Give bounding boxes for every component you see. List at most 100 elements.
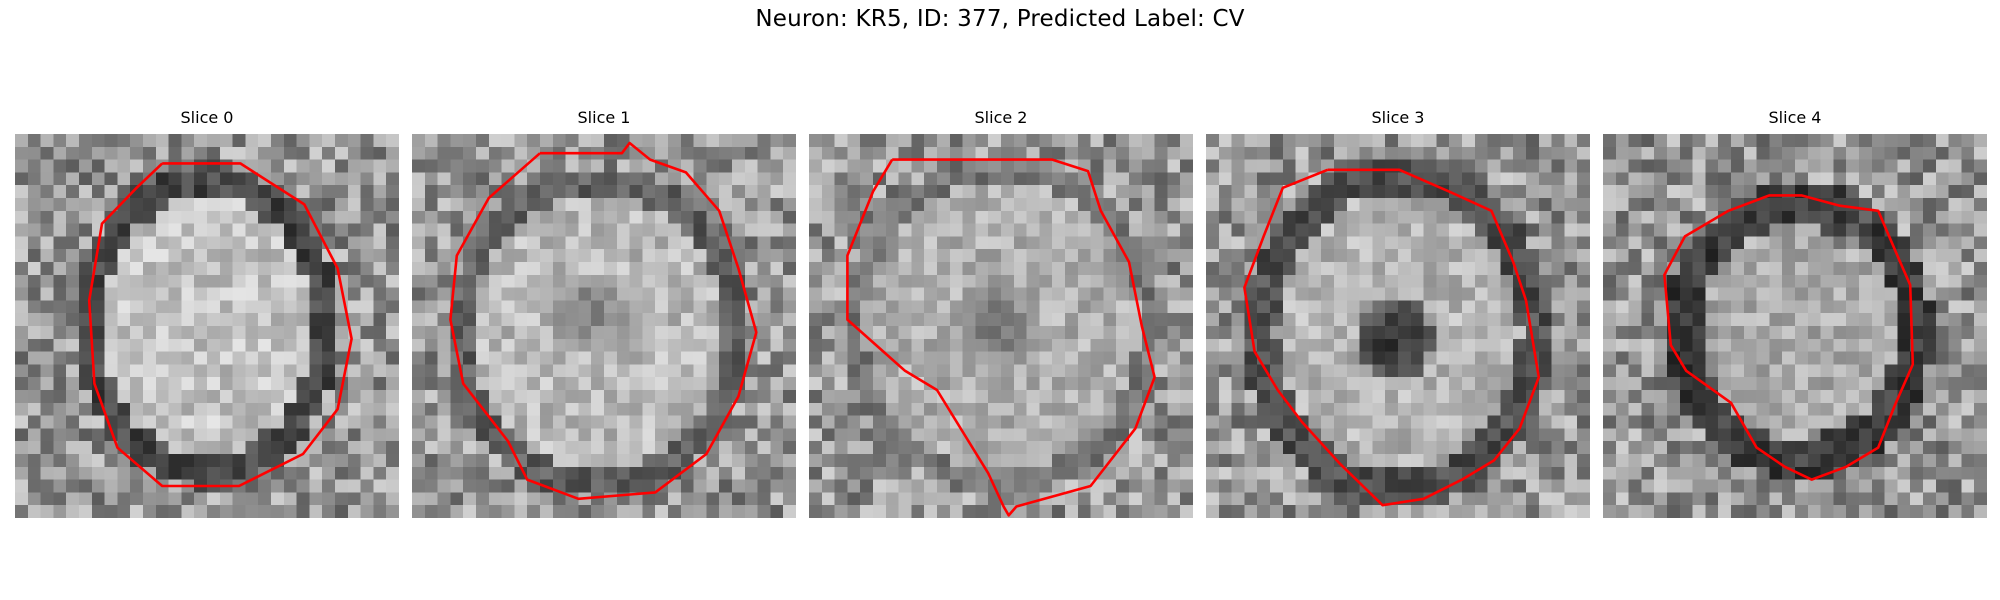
image-pixel <box>1923 249 1937 263</box>
image-pixel <box>245 146 259 160</box>
image-pixel <box>488 262 502 276</box>
image-pixel <box>271 415 285 429</box>
image-pixel <box>1859 313 1873 327</box>
image-pixel <box>1052 338 1066 352</box>
image-pixel <box>1897 351 1911 365</box>
image-pixel <box>680 236 694 250</box>
image-pixel <box>578 402 592 416</box>
image-pixel <box>783 236 796 250</box>
image-pixel <box>1270 313 1284 327</box>
image-pixel <box>860 159 874 173</box>
image-pixel <box>744 492 758 506</box>
image-pixel <box>898 390 912 404</box>
image-pixel <box>1705 402 1719 416</box>
image-pixel <box>1615 274 1629 288</box>
image-pixel <box>898 249 912 263</box>
image-pixel <box>1833 415 1847 429</box>
image-pixel <box>207 236 221 250</box>
image-pixel <box>552 262 566 276</box>
image-pixel <box>809 185 823 199</box>
image-pixel <box>1961 326 1975 340</box>
image-pixel <box>1231 249 1245 263</box>
image-pixel <box>1679 505 1693 518</box>
image-pixel <box>642 262 656 276</box>
image-pixel <box>1487 428 1501 442</box>
image-pixel <box>347 466 361 480</box>
image-pixel <box>1692 185 1706 199</box>
image-pixel <box>565 236 579 250</box>
image-pixel <box>668 185 682 199</box>
image-pixel <box>1487 492 1501 506</box>
image-pixel <box>578 223 592 237</box>
image-pixel <box>1423 377 1437 391</box>
image-pixel <box>1820 134 1834 148</box>
image-pixel <box>1513 146 1527 160</box>
image-pixel <box>693 249 707 263</box>
image-pixel <box>834 466 848 480</box>
image-pixel <box>1167 505 1181 518</box>
image-pixel <box>181 390 195 404</box>
image-pixel <box>744 377 758 391</box>
image-pixel <box>540 454 554 468</box>
image-pixel <box>15 134 29 148</box>
image-pixel <box>937 198 951 212</box>
image-pixel <box>79 441 93 455</box>
image-pixel <box>271 300 285 314</box>
image-pixel <box>770 159 784 173</box>
image-pixel <box>847 479 861 493</box>
image-pixel <box>79 172 93 186</box>
image-pixel <box>693 134 707 148</box>
image-pixel <box>91 428 105 442</box>
image-pixel <box>1385 377 1399 391</box>
image-pixel <box>450 415 464 429</box>
image-pixel <box>719 390 733 404</box>
image-pixel <box>1359 198 1373 212</box>
image-pixel <box>194 364 208 378</box>
image-pixel <box>232 313 246 327</box>
image-pixel <box>1859 236 1873 250</box>
image-pixel <box>412 415 426 429</box>
image-pixel <box>616 505 630 518</box>
image-pixel <box>770 249 784 263</box>
image-pixel <box>885 492 899 506</box>
image-pixel <box>1538 210 1552 224</box>
image-pixel <box>40 364 54 378</box>
image-pixel <box>1474 249 1488 263</box>
image-pixel <box>1718 146 1732 160</box>
image-pixel <box>540 198 554 212</box>
image-pixel <box>1077 249 1091 263</box>
image-pixel <box>1206 223 1220 237</box>
image-pixel <box>1180 159 1193 173</box>
image-pixel <box>1846 262 1860 276</box>
image-pixel <box>181 466 195 480</box>
image-pixel <box>1462 390 1476 404</box>
image-pixel <box>1090 441 1104 455</box>
image-pixel <box>271 313 285 327</box>
image-pixel <box>1180 402 1193 416</box>
image-pixel <box>143 210 157 224</box>
image-pixel <box>1961 146 1975 160</box>
image-pixel <box>1244 210 1258 224</box>
image-pixel <box>1398 210 1412 224</box>
image-pixel <box>1423 479 1437 493</box>
image-pixel <box>514 185 528 199</box>
image-pixel <box>258 210 272 224</box>
image-pixel <box>130 287 144 301</box>
image-pixel <box>937 134 951 148</box>
image-pixel <box>1897 492 1911 506</box>
image-pixel <box>296 377 310 391</box>
image-pixel <box>1218 338 1232 352</box>
image-pixel <box>1718 274 1732 288</box>
image-pixel <box>1167 287 1181 301</box>
image-pixel <box>937 262 951 276</box>
image-pixel <box>1065 300 1079 314</box>
image-pixel <box>296 262 310 276</box>
image-pixel <box>1167 428 1181 442</box>
image-pixel <box>1026 249 1040 263</box>
image-pixel <box>1462 249 1476 263</box>
image-pixel <box>1538 492 1552 506</box>
image-pixel <box>834 402 848 416</box>
image-pixel <box>809 300 823 314</box>
image-pixel <box>91 146 105 160</box>
image-pixel <box>1398 287 1412 301</box>
